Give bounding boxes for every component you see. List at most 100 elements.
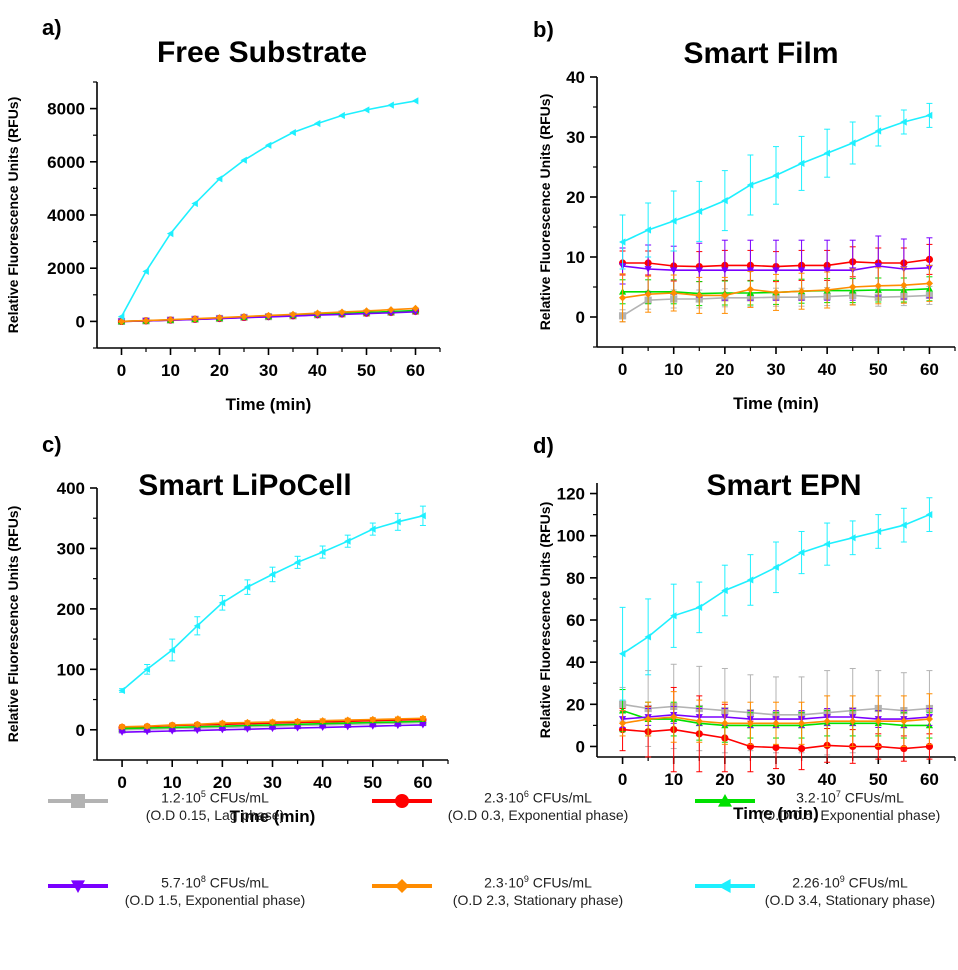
data-point <box>419 512 426 520</box>
data-point <box>772 743 780 752</box>
y-axis-label: Relative Fluorescence Units (RFUs) <box>5 506 21 743</box>
y-tick-label: 300 <box>57 539 85 558</box>
data-point <box>264 141 272 149</box>
data-point <box>71 880 85 893</box>
x-tick-label: 0 <box>618 770 627 789</box>
data-point <box>313 309 322 317</box>
series-line <box>121 515 424 692</box>
y-axis-label: Relative Fluorescence Units (RFUs) <box>537 502 553 739</box>
legend-value: 3.2·10 <box>796 789 836 806</box>
y-tick-label: 4000 <box>47 206 85 225</box>
legend-entry-s2: 2.3·106 CFUs/mL (O.D 0.3, Exponential pha… <box>378 786 698 824</box>
x-tick-label: 30 <box>263 773 282 792</box>
data-point <box>344 723 352 731</box>
data-point <box>143 728 151 736</box>
data-point <box>362 106 370 114</box>
y-tick-label: 20 <box>566 695 585 714</box>
data-point <box>849 283 857 291</box>
chart-panel-1: b) Smart Film 0 10 20 30 40 50 60 Time (min) 0 10 20… <box>533 17 956 413</box>
y-tick-label: 400 <box>57 479 85 498</box>
legend-label-line2: (O.D 0.3, Exponential phase) <box>447 806 629 823</box>
y-tick-label: 6000 <box>47 153 85 172</box>
data-point <box>849 139 856 147</box>
x-tick-label: 0 <box>618 360 627 379</box>
data-point <box>369 723 377 730</box>
y-tick-label: 40 <box>566 653 585 672</box>
data-point <box>925 279 934 287</box>
data-point <box>695 717 703 725</box>
x-tick-label: 0 <box>117 773 126 792</box>
data-point <box>289 128 296 137</box>
x-tick-label: 30 <box>259 361 278 380</box>
panel-label: d) <box>533 433 554 458</box>
data-point <box>142 267 149 275</box>
data-point <box>293 725 302 732</box>
data-point <box>143 722 151 730</box>
legend-value: 2.3·10 <box>484 874 524 891</box>
data-point <box>644 715 652 723</box>
data-point <box>797 719 806 727</box>
legend-label-line2: (O.D 1.5, Exponential phase) <box>124 891 306 908</box>
data-point <box>193 622 201 630</box>
data-point <box>874 263 882 270</box>
legend-entry-s1: 1.2·105 CFUs/mL (O.D 0.15, Lag phase) <box>55 786 375 824</box>
data-point <box>387 101 394 109</box>
data-point <box>215 314 224 322</box>
data-point <box>618 719 627 727</box>
legend-swatch-s6 <box>695 879 755 893</box>
data-point <box>344 716 352 724</box>
legend-swatch-s4 <box>48 880 108 893</box>
data-point <box>746 285 755 293</box>
x-tick-label: 50 <box>357 361 376 380</box>
data-point <box>797 548 805 557</box>
x-tick-label: 20 <box>210 361 229 380</box>
data-point <box>721 586 728 595</box>
y-axis-label: Relative Fluorescence Units (RFUs) <box>537 94 553 331</box>
chart-panel-2: c) Smart LiPoCell 0 10 20 30 40 50 60 Time (min) 0… <box>5 432 449 826</box>
y-axis-label: Relative Fluorescence Units (RFUs) <box>5 97 21 334</box>
x-axis-label: Time (min) <box>733 394 819 413</box>
data-point <box>823 540 831 548</box>
data-point <box>193 720 201 728</box>
x-tick-label: 40 <box>818 360 837 379</box>
x-tick-label: 60 <box>920 770 939 789</box>
x-axis-label: Time (min) <box>226 395 312 414</box>
data-point <box>823 717 831 725</box>
x-tick-label: 20 <box>213 773 232 792</box>
legend-unit: CFUs/mL <box>844 874 908 891</box>
data-point <box>118 723 126 731</box>
series-s6 <box>618 102 933 270</box>
data-point <box>394 518 401 526</box>
data-point <box>71 794 85 808</box>
series-s5 <box>618 264 934 323</box>
legend-value: 2.26·10 <box>792 874 840 891</box>
legend-label-line2: (O.D 0.15, Lag phase) <box>145 806 285 823</box>
legend-label-line1: 5.7·108 CFUs/mL <box>55 871 375 892</box>
data-point <box>268 725 277 733</box>
data-point <box>746 576 754 584</box>
data-point <box>215 175 223 183</box>
data-point <box>772 267 780 274</box>
data-point <box>874 127 882 135</box>
y-tick-label: 80 <box>566 569 585 588</box>
data-point <box>243 583 251 591</box>
legend-value: 2.3·10 <box>484 789 524 806</box>
data-point <box>362 307 371 315</box>
data-point <box>721 267 729 274</box>
legend-exponent: 9 <box>523 874 529 884</box>
data-point <box>718 879 731 893</box>
legend-exponent: 9 <box>839 874 845 884</box>
series-s5 <box>618 691 934 747</box>
x-tick-label: 40 <box>818 770 837 789</box>
data-point <box>874 717 882 725</box>
data-point <box>264 311 273 320</box>
data-point <box>670 612 677 620</box>
data-point <box>142 317 150 325</box>
y-tick-label: 40 <box>566 68 585 87</box>
legend-label-line1: 3.2·107 CFUs/mL <box>690 786 958 807</box>
legend-label-line1: 1.2·105 CFUs/mL <box>55 786 375 807</box>
data-point <box>394 715 402 723</box>
data-point <box>395 794 409 808</box>
legend-entry-s5: 2.3·109 CFUs/mL (O.D 2.3, Stationary phas… <box>378 871 698 909</box>
data-point <box>797 744 806 753</box>
